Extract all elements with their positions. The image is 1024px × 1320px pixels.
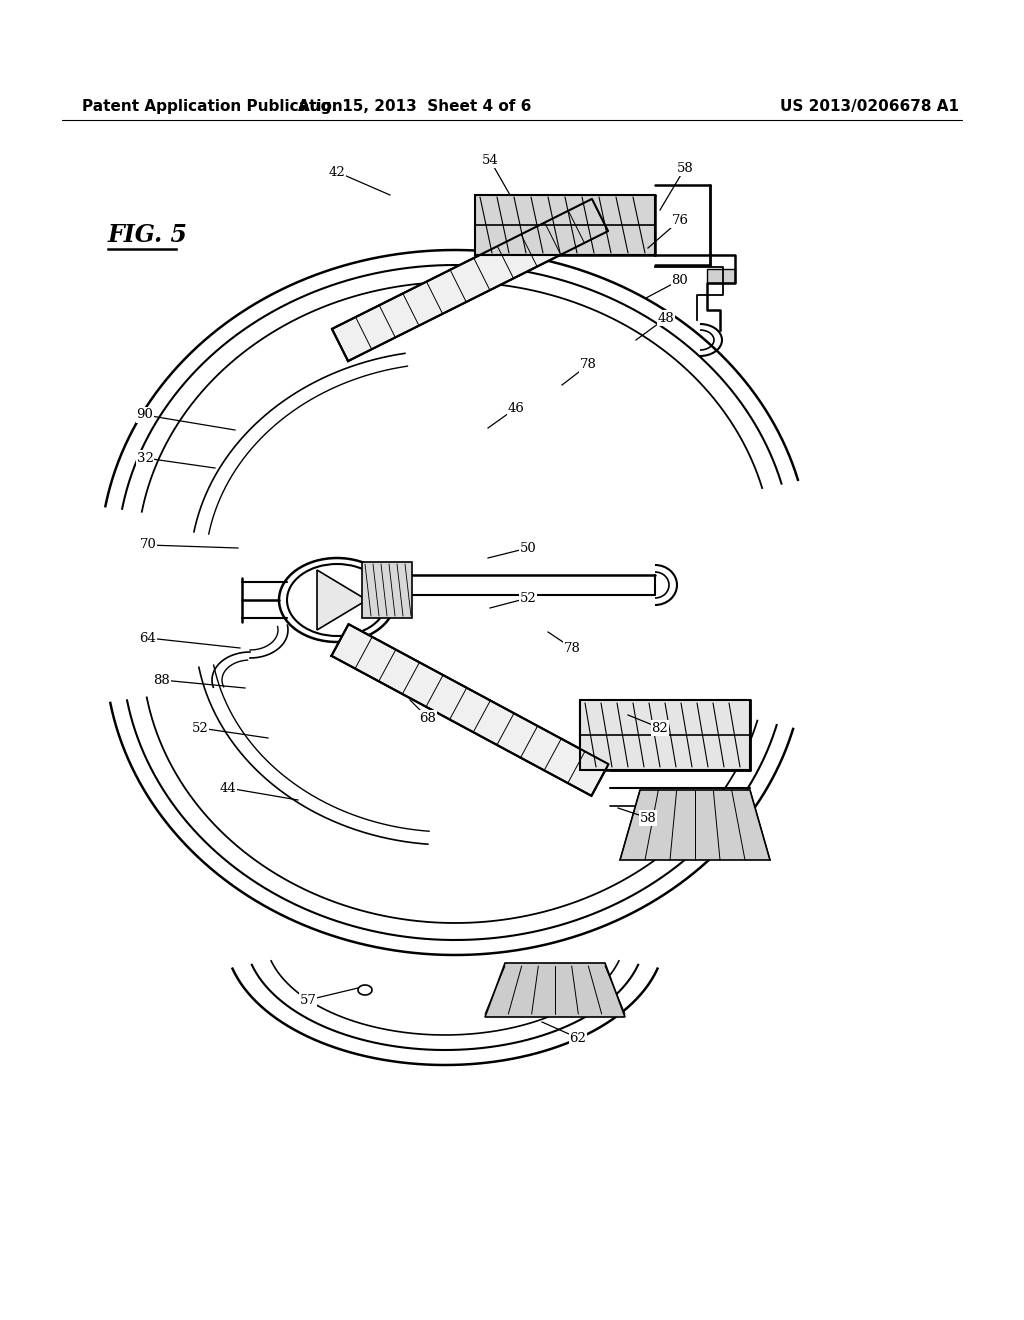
Text: 58: 58 [640,812,656,825]
Text: 58: 58 [677,161,693,174]
Text: 57: 57 [300,994,316,1006]
FancyBboxPatch shape [361,562,413,618]
Text: 90: 90 [136,408,154,421]
Text: 78: 78 [580,359,596,371]
Text: 80: 80 [672,273,688,286]
Text: 70: 70 [139,539,157,552]
Polygon shape [332,199,608,362]
Text: 54: 54 [481,153,499,166]
Text: 52: 52 [191,722,208,734]
Text: 42: 42 [329,165,345,178]
Polygon shape [707,269,735,282]
Text: 48: 48 [657,312,675,325]
Text: 46: 46 [508,401,524,414]
Polygon shape [620,789,770,861]
Text: 44: 44 [219,781,237,795]
Text: 82: 82 [651,722,669,734]
Text: 62: 62 [569,1031,587,1044]
Text: US 2013/0206678 A1: US 2013/0206678 A1 [780,99,959,115]
Text: 88: 88 [154,673,170,686]
Text: 52: 52 [519,591,537,605]
Text: 78: 78 [563,642,581,655]
Text: 64: 64 [139,631,157,644]
Polygon shape [475,195,655,255]
Text: Aug. 15, 2013  Sheet 4 of 6: Aug. 15, 2013 Sheet 4 of 6 [298,99,531,115]
Text: 76: 76 [672,214,688,227]
Polygon shape [580,700,750,770]
Polygon shape [332,624,608,796]
Polygon shape [485,964,625,1016]
Text: FIG. 5: FIG. 5 [108,223,188,247]
Text: Patent Application Publication: Patent Application Publication [82,99,343,115]
Text: 68: 68 [420,711,436,725]
Polygon shape [317,570,367,630]
Text: 50: 50 [519,541,537,554]
Text: 32: 32 [136,451,154,465]
